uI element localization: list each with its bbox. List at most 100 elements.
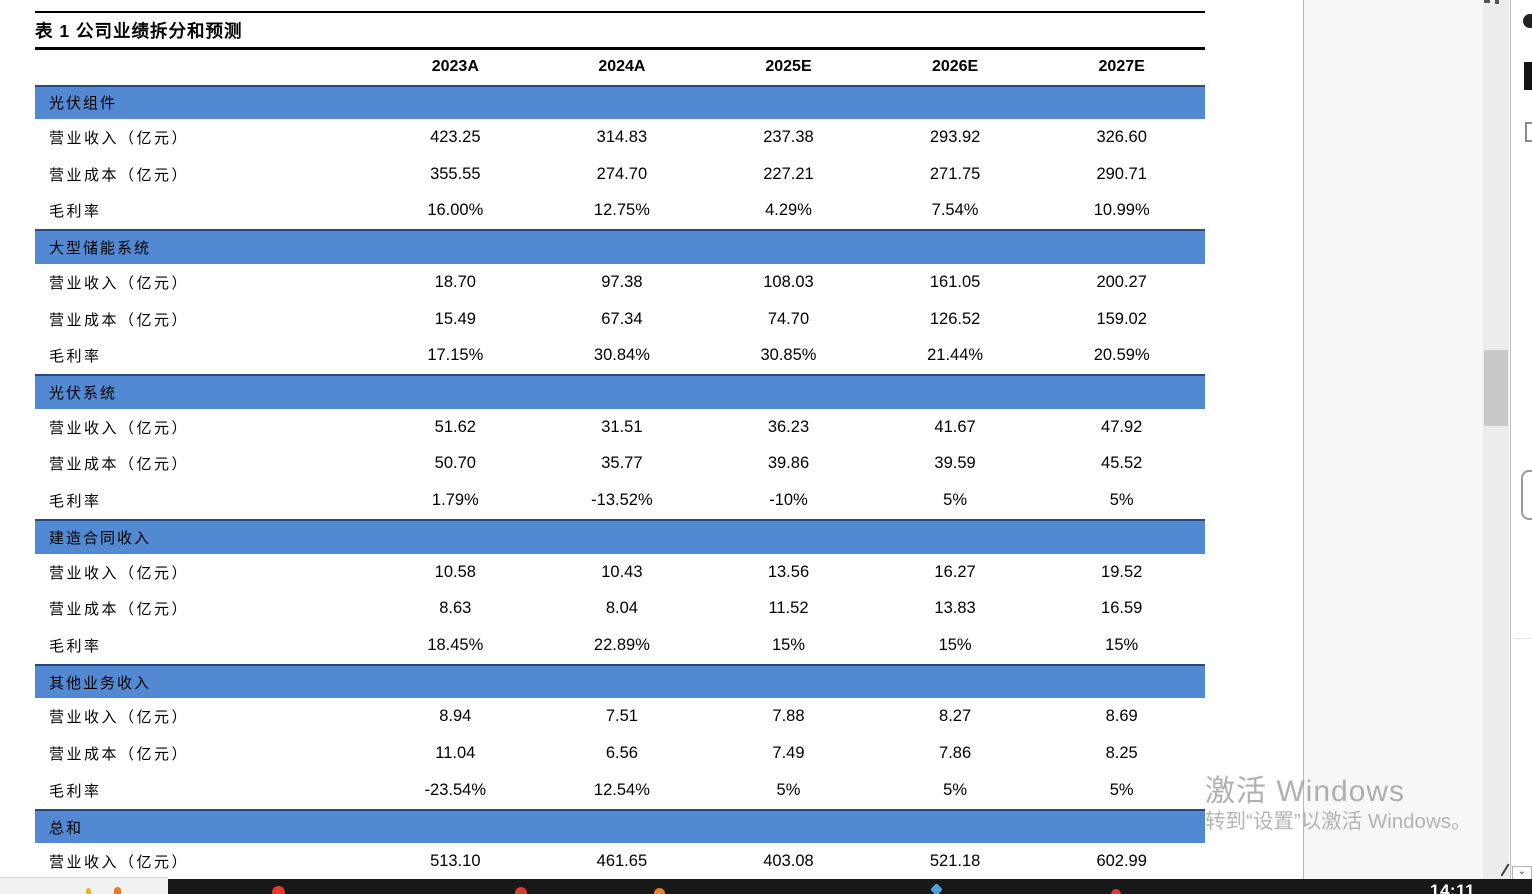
column-header-2026e: 2026E [931, 58, 979, 75]
cell-value: 8.94 [439, 707, 472, 726]
table-row: 营业收入（亿元） 423.25 314.83 237.38 293.92 326.60 [35, 119, 1205, 156]
edge-divider [1513, 638, 1532, 639]
cell-value: 1.79% [431, 491, 479, 510]
clipped-app-icon[interactable] [114, 887, 121, 894]
table-row: 营业成本（亿元） 50.70 35.77 39.86 39.59 45.52 [35, 446, 1205, 483]
cell-value: 159.02 [1096, 309, 1147, 328]
section-header-bar: 光伏组件 [35, 84, 1205, 120]
cell-value: 74.70 [767, 309, 810, 328]
clipped-edge-button-icon[interactable] [1523, 14, 1532, 28]
cell-value: 461.65 [596, 852, 648, 871]
cell-value: 47.92 [1101, 417, 1143, 436]
cell-value: 13.83 [934, 599, 976, 618]
cell-value: 15% [1105, 636, 1139, 654]
table-row: 营业收入（亿元） 10.58 10.43 13.56 16.27 19.52 [35, 554, 1205, 591]
cell-value: 16.00% [427, 201, 484, 220]
taskbar-clock[interactable]: 14:11 [1430, 881, 1476, 894]
cell-value: 16.59 [1101, 599, 1143, 618]
cell-value: -13.52% [591, 491, 653, 510]
cell-value: 30.85% [760, 346, 817, 365]
cell-value: 12.75% [593, 201, 650, 220]
table-row: 营业成本（亿元） 8.63 8.04 11.52 13.83 16.59 [35, 590, 1205, 627]
right-panel-gap [1303, 0, 1483, 879]
cell-value: 36.23 [767, 417, 810, 436]
row-label: 毛利率 [49, 782, 102, 800]
taskbar-app-icon[interactable] [1111, 889, 1121, 894]
table-row: 营业收入（亿元） 8.94 7.51 7.88 8.27 8.69 [35, 698, 1205, 735]
section-header-bar: 其他业务收入 [35, 663, 1205, 699]
cell-value: 5% [1109, 491, 1134, 510]
cell-value: 35.77 [601, 454, 643, 473]
table-row: 营业成本（亿元） 11.04 6.56 7.49 7.86 8.25 [35, 735, 1205, 772]
cell-value: 271.75 [929, 164, 981, 183]
cell-value: 97.38 [601, 272, 643, 291]
table-row: 营业成本（亿元） 15.49 67.34 74.70 126.52 159.02 [35, 301, 1205, 338]
row-label: 营业收入（亿元） [49, 129, 190, 147]
table-title-rule [35, 47, 1205, 50]
cell-value: 12.54% [593, 780, 650, 799]
column-header-2024a: 2024A [598, 58, 646, 75]
right-toolbar-strip [1510, 0, 1532, 879]
activate-windows-hint: 转到“设置”以激活 Windows。 [1205, 810, 1472, 833]
clipped-toolbar-mark-icon [1495, 0, 1499, 4]
cell-value: 16.27 [934, 562, 976, 581]
column-header-2023a: 2023A [431, 58, 479, 75]
cell-value: 20.59% [1093, 346, 1150, 365]
cell-value: 11.52 [768, 599, 809, 618]
document-page: 表 1 公司业绩拆分和预测 2023A 2024A 2025E 2026E 20… [35, 0, 1205, 880]
cell-value: 15.49 [434, 309, 476, 328]
cell-value: 45.52 [1101, 454, 1143, 473]
table-row: 营业成本（亿元） 355.55 274.70 227.21 271.75 290.71 [35, 156, 1205, 193]
vertical-scrollbar-thumb[interactable] [1484, 350, 1508, 426]
row-label: 毛利率 [49, 348, 102, 366]
clipped-toolbar-mark-icon [1484, 0, 1490, 3]
cell-value: 521.18 [929, 852, 981, 871]
cell-value: 108.03 [763, 272, 814, 291]
section-header-bar: 总和 [35, 808, 1205, 844]
clipped-edge-scroll-thumb[interactable] [1521, 470, 1532, 520]
cell-value: 5% [776, 780, 801, 799]
vertical-scrollbar-track[interactable] [1483, 0, 1509, 879]
section-header-bar: 光伏系统 [35, 374, 1205, 409]
clipped-edge-button-icon[interactable] [1525, 122, 1532, 142]
cell-value: 6.56 [605, 744, 638, 763]
cell-value: 200.27 [1096, 272, 1147, 291]
cell-value: 8.69 [1105, 707, 1138, 726]
row-label: 营业成本（亿元） [49, 166, 190, 184]
row-label: 营业成本（亿元） [49, 746, 190, 764]
cell-value: 7.49 [772, 744, 805, 763]
clipped-edge-button-icon[interactable] [1524, 62, 1532, 90]
clipped-app-icon[interactable] [86, 888, 91, 894]
activate-windows-watermark: 激活 Windows [1205, 775, 1406, 808]
row-label: 营业收入（亿元） [49, 854, 190, 872]
cell-value: 22.89% [593, 636, 650, 654]
cell-value: 293.92 [929, 127, 981, 146]
cell-value: 30.84% [593, 346, 650, 365]
row-label: 营业成本（亿元） [49, 311, 190, 329]
cell-value: 11.04 [435, 744, 476, 763]
cell-value: 8.63 [439, 599, 472, 618]
taskbar-app-icon[interactable] [654, 888, 665, 894]
cell-value: 355.55 [430, 164, 481, 183]
cell-value: 7.54% [931, 201, 979, 220]
cell-value: 602.99 [1096, 852, 1147, 871]
cell-value: 13.56 [767, 562, 810, 581]
bottom-left-window-strip [0, 877, 168, 894]
cell-value: 7.86 [939, 744, 972, 763]
performance-table: 表 1 公司业绩拆分和预测 2023A 2024A 2025E 2026E 20… [35, 0, 1205, 880]
cell-value: 41.67 [934, 417, 976, 436]
row-label: 营业成本（亿元） [49, 456, 190, 474]
taskbar-app-icon[interactable] [515, 887, 527, 894]
cell-value: 8.04 [605, 599, 638, 618]
cell-value: 290.71 [1096, 164, 1147, 183]
cell-value: 7.51 [605, 707, 638, 726]
taskbar-app-icon[interactable] [272, 886, 285, 894]
cell-value: 126.52 [929, 309, 981, 328]
windows-taskbar [168, 879, 1532, 894]
table-row: 营业收入（亿元） 18.70 97.38 108.03 161.05 200.27 [35, 264, 1205, 301]
scroll-down-button[interactable]: ⌄ [1512, 866, 1532, 880]
cell-value: 5% [943, 780, 967, 799]
cell-value: 19.52 [1101, 562, 1143, 581]
cell-value: 423.25 [430, 127, 481, 146]
